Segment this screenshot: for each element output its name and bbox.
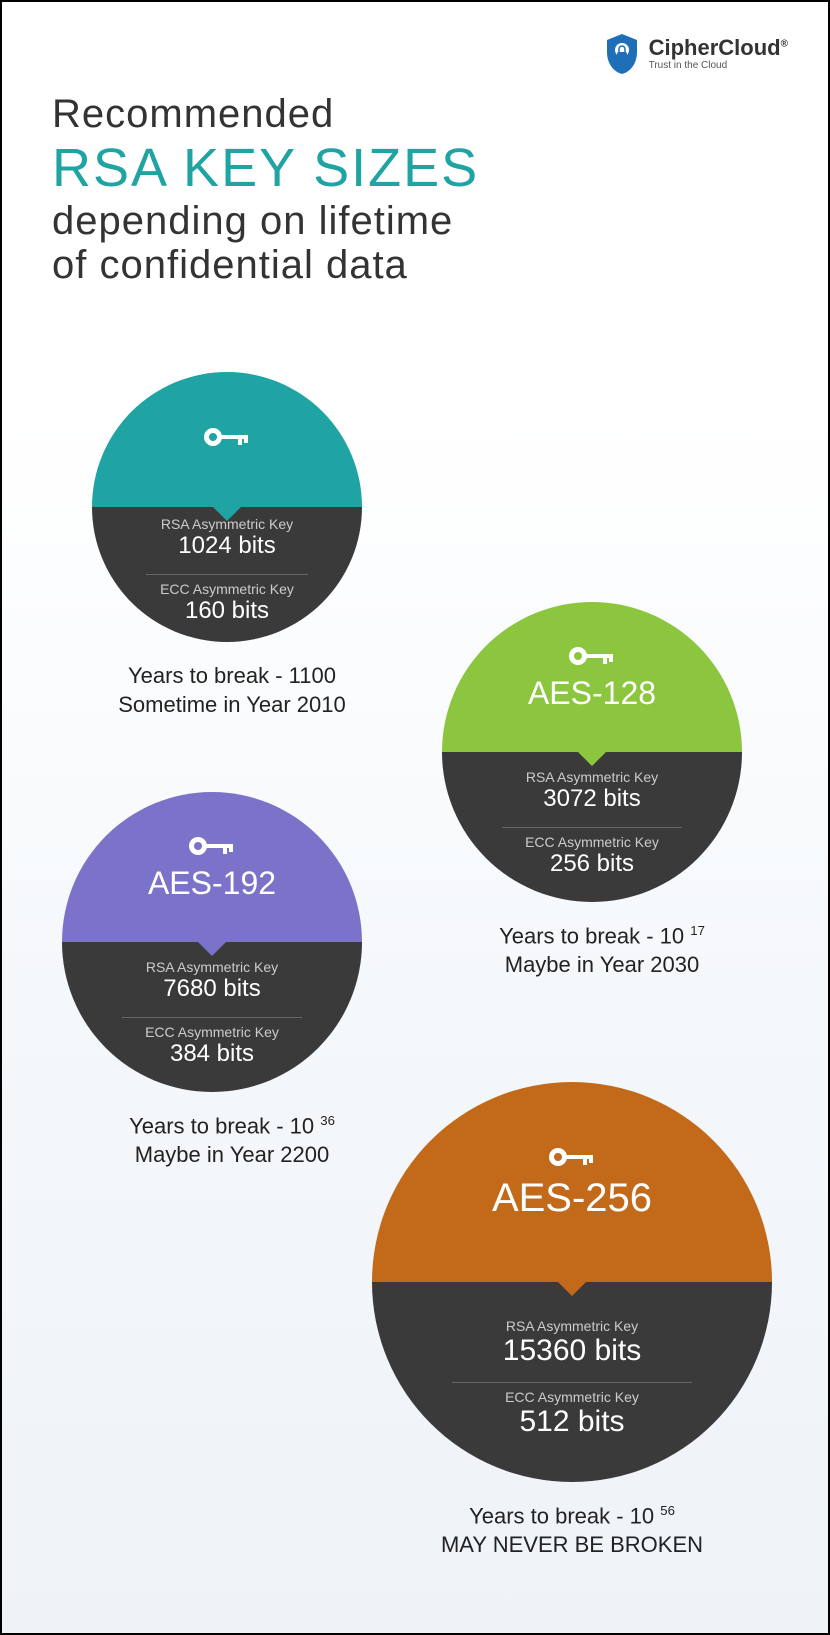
rsa-value: 3072 bits bbox=[543, 785, 640, 813]
divider bbox=[122, 1017, 302, 1018]
aes-label: AES-192 bbox=[148, 865, 276, 902]
caption-line2: Sometime in Year 2010 bbox=[72, 691, 392, 720]
divider bbox=[452, 1382, 692, 1383]
title-line1: Recommended bbox=[52, 92, 479, 137]
rsa-label: RSA Asymmetric Key bbox=[526, 769, 658, 785]
caption-c1: Years to break - 1100 Sometime in Year 2… bbox=[72, 662, 392, 719]
divider bbox=[502, 827, 682, 828]
rsa-value: 15360 bits bbox=[503, 1334, 641, 1368]
title-line3b: of confidential data bbox=[52, 243, 479, 287]
shield-icon bbox=[603, 32, 641, 76]
rsa-value: 7680 bits bbox=[163, 975, 260, 1003]
rsa-label: RSA Asymmetric Key bbox=[506, 1318, 638, 1334]
aes-label: AES-256 bbox=[492, 1176, 652, 1221]
caption-c4: Years to break - 10 56 MAY NEVER BE BROK… bbox=[392, 1502, 752, 1560]
ecc-label: ECC Asymmetric Key bbox=[145, 1024, 279, 1040]
aes-label: AES-128 bbox=[528, 675, 656, 712]
key-circle-c1: RSA Asymmetric Key 1024 bits ECC Asymmet… bbox=[92, 372, 362, 642]
key-circle-c4: AES-256 RSA Asymmetric Key 15360 bits EC… bbox=[372, 1082, 772, 1482]
ecc-label: ECC Asymmetric Key bbox=[525, 834, 659, 850]
logo-text: CipherCloud® bbox=[649, 37, 788, 59]
brand-logo: CipherCloud® Trust in the Cloud bbox=[603, 32, 788, 76]
ecc-value: 256 bits bbox=[550, 850, 634, 878]
key-circle-c3: AES-192 RSA Asymmetric Key 7680 bits ECC… bbox=[62, 792, 362, 1092]
divider bbox=[146, 574, 308, 575]
ecc-label: ECC Asymmetric Key bbox=[160, 581, 294, 597]
ecc-value: 384 bits bbox=[170, 1040, 254, 1068]
logo-tagline: Trust in the Cloud bbox=[649, 61, 788, 71]
rsa-value: 1024 bits bbox=[178, 532, 275, 560]
title-line2: RSA KEY SIZES bbox=[52, 141, 479, 195]
ecc-label: ECC Asymmetric Key bbox=[505, 1389, 639, 1405]
caption-line2: Maybe in Year 2200 bbox=[82, 1141, 382, 1170]
ecc-value: 160 bits bbox=[185, 597, 269, 625]
caption-line2: MAY NEVER BE BROKEN bbox=[392, 1531, 752, 1560]
caption-line1: Years to break - 1100 bbox=[72, 662, 392, 691]
caption-line1: Years to break - 10 56 bbox=[392, 1502, 752, 1531]
title-line3a: depending on lifetime bbox=[52, 199, 479, 243]
infographic-frame: CipherCloud® Trust in the Cloud Recommen… bbox=[0, 0, 830, 1635]
caption-c2: Years to break - 10 17 Maybe in Year 203… bbox=[452, 922, 752, 980]
ecc-value: 512 bits bbox=[519, 1405, 624, 1439]
caption-line1: Years to break - 10 17 bbox=[452, 922, 752, 951]
key-circle-c2: AES-128 RSA Asymmetric Key 3072 bits ECC… bbox=[442, 602, 742, 902]
caption-c3: Years to break - 10 36 Maybe in Year 220… bbox=[82, 1112, 382, 1170]
rsa-label: RSA Asymmetric Key bbox=[146, 959, 278, 975]
title-block: Recommended RSA KEY SIZES depending on l… bbox=[52, 92, 479, 287]
caption-line2: Maybe in Year 2030 bbox=[452, 951, 752, 980]
caption-line1: Years to break - 10 36 bbox=[82, 1112, 382, 1141]
